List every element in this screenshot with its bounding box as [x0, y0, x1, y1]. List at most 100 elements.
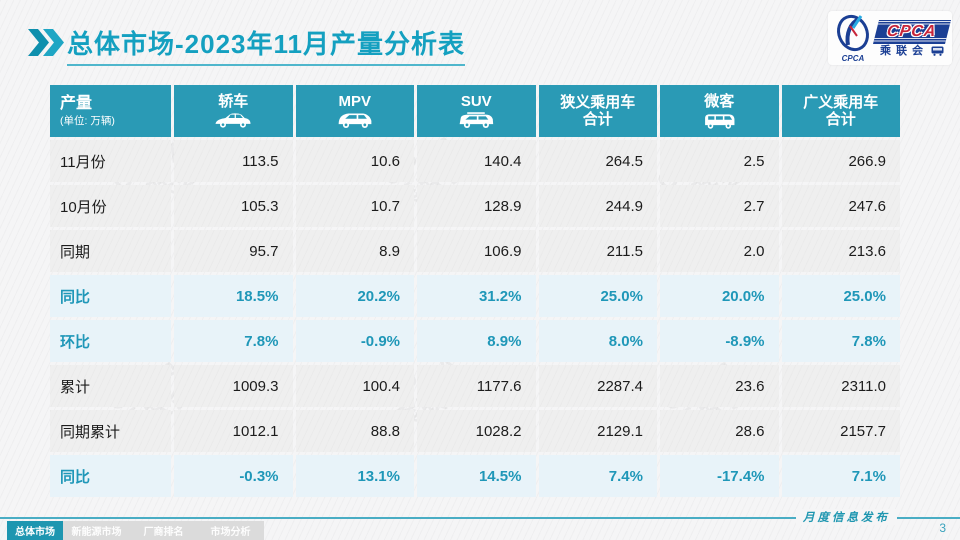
row-label: 同期累计: [50, 410, 171, 452]
table-row-yoy: 同比 18.5% 20.2% 31.2% 25.0% 20.0% 25.0%: [50, 275, 900, 317]
table-cell: 247.6: [781, 185, 900, 227]
row-label: 同比: [50, 275, 171, 317]
table-cell: 2.5: [660, 140, 779, 182]
footer-tab-strip: 新能源市场 厂商排名 市场分析: [63, 521, 264, 540]
table-cell: 7.1%: [781, 455, 900, 497]
table-cell: 20.2%: [295, 275, 414, 317]
logo-cpca-text: CPCA: [886, 22, 938, 40]
table-cell: 211.5: [538, 230, 657, 272]
table-cell: 7.8%: [781, 320, 900, 362]
table-cell: 95.7: [174, 230, 293, 272]
footer-note-text: 月度信息发布: [796, 509, 897, 525]
table-cell: -17.4%: [660, 455, 779, 497]
table-row-cumulative: 累计 1009.3 100.4 1177.6 2287.4 23.6 2311.…: [50, 365, 900, 407]
page-title: 总体市场-2023年11月产量分析表: [67, 24, 465, 66]
corner-unit: (单位: 万辆): [60, 115, 115, 128]
table-cell: 7.8%: [174, 320, 293, 362]
table-cell: 2287.4: [538, 365, 657, 407]
emblem-small-text: CPCA: [842, 54, 865, 63]
table-cell: 2129.1: [538, 410, 657, 452]
row-label: 同期: [50, 230, 171, 272]
table-cell: 20.0%: [660, 275, 779, 317]
table-row-mom: 环比 7.8% -0.9% 8.9% 8.0% -8.9% 7.8%: [50, 320, 900, 362]
table-cell: 8.9%: [417, 320, 536, 362]
table-cell: 2.0: [660, 230, 779, 272]
table-cell: 113.5: [174, 140, 293, 182]
row-label: 累计: [50, 365, 171, 407]
table-row-same-period: 同期 95.7 8.9 106.9 211.5 2.0 213.6: [50, 230, 900, 272]
row-label: 同比: [50, 455, 171, 497]
tab-overall-market[interactable]: 总体市场: [7, 521, 63, 540]
table-row-cumulative-yoy: 同比 -0.3% 13.1% 14.5% 7.4% -17.4% 7.1%: [50, 455, 900, 497]
corner-label: 产量: [60, 94, 93, 112]
logo-car-icon: [931, 46, 944, 56]
table-row-prior-cumulative: 同期累计 1012.1 88.8 1028.2 2129.1 28.6 2157…: [50, 410, 900, 452]
footer-note: 月度信息发布: [770, 509, 960, 525]
logo-chinese-row: 乘联会: [880, 44, 944, 57]
table-cell: 18.5%: [174, 275, 293, 317]
table-cell: 1012.1: [174, 410, 293, 452]
footer-tabbar: 总体市场 新能源市场 厂商排名 市场分析: [7, 521, 264, 540]
logo-chinese-text: 乘联会: [880, 44, 928, 57]
mpv-icon: [334, 113, 376, 129]
suv-icon: [455, 111, 497, 129]
table-row-oct: 10月份 105.3 10.7 128.9 244.9 2.7 247.6: [50, 185, 900, 227]
table-row-nov: 11月份 113.5 10.6 140.4 264.5 2.5 266.9: [50, 140, 900, 182]
table-cell: 10.6: [295, 140, 414, 182]
cpca-logo: CPCA CPCA 乘联会: [828, 11, 952, 65]
table-cell: 8.9: [295, 230, 414, 272]
table-cell: 264.5: [538, 140, 657, 182]
table-cell: 106.9: [417, 230, 536, 272]
table-cell: -0.3%: [174, 455, 293, 497]
table-cell: 105.3: [174, 185, 293, 227]
row-label: 11月份: [50, 140, 171, 182]
table-cell: 1028.2: [417, 410, 536, 452]
header-cell-narrow-pv: 狭义乘用车 合计: [538, 85, 657, 137]
tab-oem-ranking[interactable]: 厂商排名: [143, 527, 184, 538]
row-label: 环比: [50, 320, 171, 362]
table-cell: 7.4%: [538, 455, 657, 497]
sedan-icon: [213, 113, 253, 129]
tab-market-analysis[interactable]: 市场分析: [210, 527, 251, 538]
table-cell: 31.2%: [417, 275, 536, 317]
row-label: 10月份: [50, 185, 171, 227]
header-cell-sedan: 轿车: [174, 85, 293, 137]
table-cell: 266.9: [781, 140, 900, 182]
table-cell: 128.9: [417, 185, 536, 227]
header-cell-suv: SUV: [417, 85, 536, 137]
tab-nev-market[interactable]: 新能源市场: [71, 527, 122, 538]
table-cell: 28.6: [660, 410, 779, 452]
header-cell-mpv: MPV: [295, 85, 414, 137]
logo-right: CPCA 乘联会: [873, 19, 951, 57]
table-cell: 100.4: [295, 365, 414, 407]
table-cell: 2.7: [660, 185, 779, 227]
header-corner-cell: 产量 (单位: 万辆): [50, 85, 171, 137]
table-cell: 23.6: [660, 365, 779, 407]
logo-band: CPCA: [873, 19, 951, 44]
table-cell: 10.7: [295, 185, 414, 227]
table-cell: 2157.7: [781, 410, 900, 452]
table-cell: 2311.0: [781, 365, 900, 407]
table-cell: 1009.3: [174, 365, 293, 407]
table-cell: 25.0%: [538, 275, 657, 317]
production-table: 产量 (单位: 万辆) 轿车 MPV: [50, 85, 900, 500]
table-cell: -8.9%: [660, 320, 779, 362]
table-cell: 13.1%: [295, 455, 414, 497]
table-cell: 8.0%: [538, 320, 657, 362]
minibus-icon: [699, 113, 739, 129]
double-chevron-icon: [27, 29, 65, 61]
table-cell: 25.0%: [781, 275, 900, 317]
table-cell: 213.6: [781, 230, 900, 272]
table-cell: 140.4: [417, 140, 536, 182]
header-cell-broad-pv: 广义乘用车 合计: [781, 85, 900, 137]
footer-divider: [0, 517, 960, 519]
table-header-row: 产量 (单位: 万辆) 轿车 MPV: [50, 85, 900, 137]
page-title-highlight: 总体市场: [67, 29, 176, 59]
table-cell: -0.9%: [295, 320, 414, 362]
header-cell-minibus: 微客: [660, 85, 779, 137]
table-cell: 88.8: [295, 410, 414, 452]
page-title-rest: -2023年11月产量分析表: [175, 29, 465, 59]
page-number: 3: [939, 521, 946, 535]
table-cell: 1177.6: [417, 365, 536, 407]
